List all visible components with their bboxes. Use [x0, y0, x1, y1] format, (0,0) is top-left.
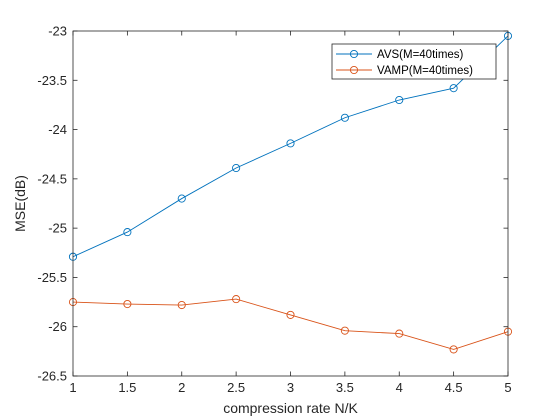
- y-tick-label: -25.5: [37, 270, 67, 285]
- data-point: [286, 310, 295, 319]
- x-tick-label: 2.5: [227, 380, 245, 395]
- plot-background: [73, 31, 508, 376]
- legend-label: AVS(M=40times): [377, 49, 464, 61]
- legend-box: [331, 43, 497, 80]
- y-tick-label: -26.5: [37, 369, 67, 384]
- x-tick-label: 1.5: [118, 380, 136, 395]
- data-point: [395, 329, 404, 338]
- x-tick-label: 5: [504, 380, 511, 395]
- data-point: [340, 326, 349, 335]
- x-tick-label: 1: [69, 380, 76, 395]
- y-tick-label: -26: [48, 319, 67, 334]
- legend-marker: [349, 49, 359, 59]
- x-axis-title: compression rate N/K: [223, 400, 358, 416]
- data-point: [340, 113, 349, 122]
- x-tick-label: 2: [178, 380, 185, 395]
- x-tick-label: 3.5: [336, 380, 354, 395]
- legend: AVS(M=40times) VAMP(M=40times): [331, 43, 497, 80]
- series-2: [68, 295, 513, 354]
- x-tick-label: 3: [287, 380, 294, 395]
- data-point: [177, 300, 186, 310]
- x-tick-label: 4: [396, 380, 403, 395]
- data-point: [123, 228, 132, 237]
- legend-entry-2: VAMP(M=40times): [336, 65, 473, 77]
- data-point: [449, 84, 458, 93]
- x-tick-label: 4.5: [445, 380, 463, 395]
- y-axis-title: MSE(dB): [12, 175, 28, 232]
- data-point: [232, 163, 241, 173]
- y-tick-label: -24.5: [37, 171, 67, 186]
- data-point: [395, 95, 404, 105]
- legend-marker: [349, 65, 359, 75]
- plot-area: [73, 31, 508, 376]
- series-line: [72, 35, 509, 258]
- axes: 1 1.5 2 2.5 3 3.5 4 4.5 5 -26.5 -26 -25.5 -25 -24.5 -2…: [37, 24, 511, 396]
- y-tick-label: -24: [48, 122, 67, 137]
- data-point: [177, 194, 186, 203]
- legend-entry-1: AVS(M=40times): [336, 49, 464, 61]
- legend-label: VAMP(M=40times): [377, 65, 473, 77]
- y-tick-label: -23: [48, 24, 67, 39]
- series-line: [72, 298, 509, 350]
- data-point: [232, 295, 241, 304]
- y-tick-label: -25: [48, 221, 67, 236]
- data-point: [123, 299, 132, 309]
- data-point: [449, 345, 458, 354]
- data-point: [286, 139, 295, 148]
- y-tick-label: -23.5: [37, 73, 67, 88]
